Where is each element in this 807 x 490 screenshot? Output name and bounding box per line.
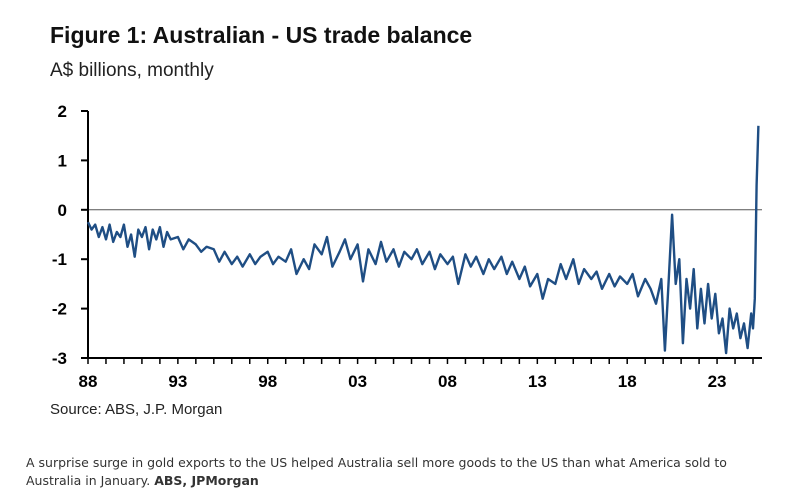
x-tick-label: 18 bbox=[618, 372, 637, 391]
caption: A surprise surge in gold exports to the … bbox=[26, 454, 786, 490]
chart-subtitle: A$ billions, monthly bbox=[50, 60, 214, 81]
y-tick-label: -2 bbox=[52, 300, 67, 319]
chart-plot: 2 1 0 -1 -2 -3 88 93 98 03 08 13 18 23 bbox=[52, 102, 762, 391]
caption-credit: ABS, JPMorgan bbox=[154, 472, 259, 488]
y-tick-label: -3 bbox=[52, 349, 67, 368]
chart-title: Figure 1: Australian - US trade balance bbox=[50, 22, 473, 48]
x-tick-label: 13 bbox=[528, 372, 547, 391]
x-tick-label: 23 bbox=[708, 372, 727, 391]
y-tick-label: 2 bbox=[58, 102, 67, 121]
x-tick-label: 08 bbox=[438, 372, 457, 391]
y-tick-label: -1 bbox=[52, 250, 67, 269]
x-tick-label: 88 bbox=[79, 372, 98, 391]
source-note: Source: ABS, J.P. Morgan bbox=[50, 401, 223, 418]
y-tick-label: 1 bbox=[58, 151, 67, 170]
trade-balance-line bbox=[86, 125, 760, 355]
x-tick-label: 98 bbox=[258, 372, 277, 391]
y-tick-label: 0 bbox=[58, 201, 67, 220]
chart-figure: Figure 1: Australian - US trade balance … bbox=[50, 22, 762, 418]
x-tick-label: 93 bbox=[168, 372, 187, 391]
caption-text: A surprise surge in gold exports to the … bbox=[26, 454, 727, 488]
x-tick-label: 03 bbox=[348, 372, 367, 391]
